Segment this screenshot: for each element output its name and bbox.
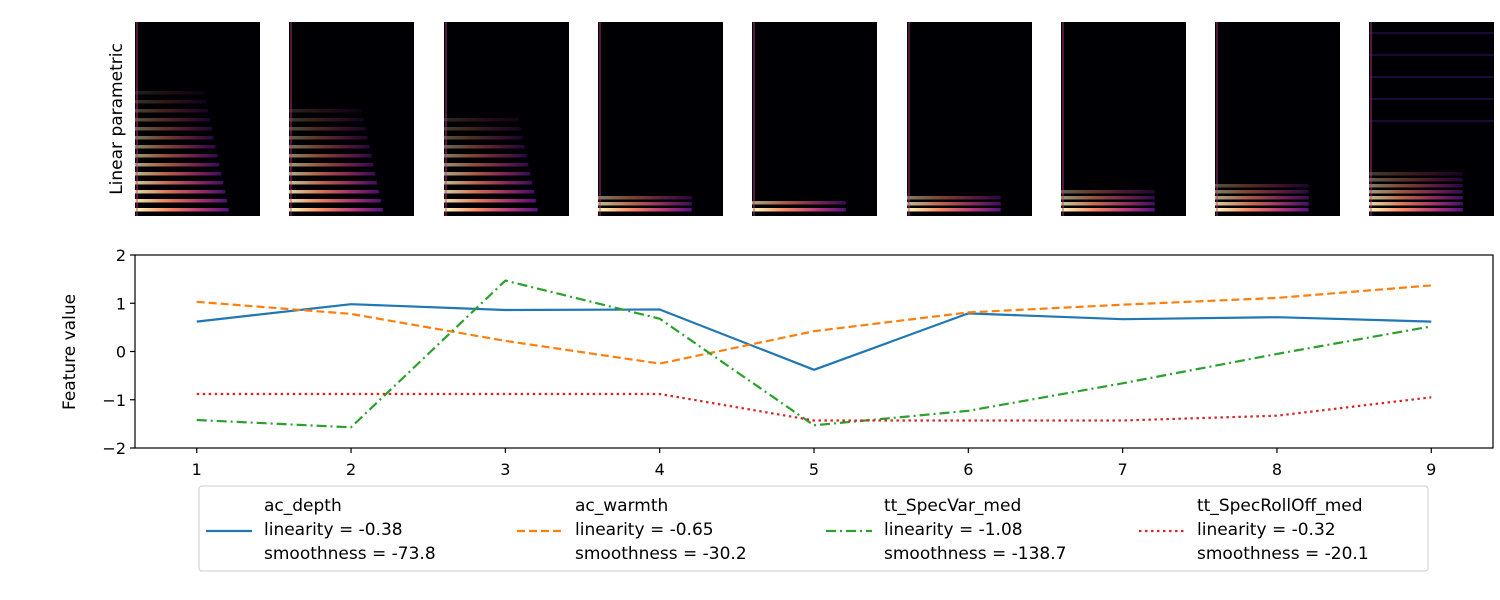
legend-linearity: linearity = -0.65 — [575, 520, 714, 540]
x-tick-label: 2 — [346, 460, 356, 479]
x-tick-label: 7 — [1118, 460, 1128, 479]
series-line-ac-warmth — [196, 284, 1432, 365]
legend-name: tt_SpecRollOff_med — [1197, 496, 1363, 516]
legend-entry: ac_depth linearity = -0.38 smoothness = -7… — [206, 496, 436, 564]
legend-entry: tt_SpecVar_med linearity = -1.08 smoothnes… — [826, 496, 1066, 564]
spectrogram-panel — [752, 22, 877, 216]
spectrogram-panel — [907, 22, 1032, 216]
y-tick-label: −2 — [102, 439, 126, 458]
x-tick-label: 5 — [809, 460, 819, 479]
legend-name: ac_warmth — [575, 496, 668, 516]
legend-smoothness: smoothness = -30.2 — [575, 544, 747, 564]
spectrogram-panel — [1369, 22, 1494, 216]
x-tick-label: 4 — [655, 460, 665, 479]
legend-frame — [198, 485, 1429, 572]
legend-linearity: linearity = -0.38 — [264, 520, 403, 540]
x-tick-label: 8 — [1272, 460, 1282, 479]
spectrogram-strip — [135, 22, 1494, 216]
x-axis: 1 2 3 4 5 6 7 8 9 — [192, 448, 1436, 479]
legend-smoothness: smoothness = -138.7 — [884, 544, 1066, 564]
legend-linearity: linearity = -0.32 — [1197, 520, 1336, 540]
y-tick-label: 0 — [116, 343, 126, 362]
y-axis: 2 1 0 −1 −2 — [102, 246, 135, 458]
y-axis-label: Feature value — [60, 294, 80, 410]
spectrogram-ylabel: Linear parametric — [107, 43, 127, 195]
x-tick-label: 3 — [500, 460, 510, 479]
legend-entry: tt_SpecRollOff_med linearity = -0.32 smoot… — [1139, 496, 1369, 564]
spectrogram-panel — [289, 22, 414, 216]
legend-name: ac_depth — [264, 496, 342, 516]
legend-smoothness: smoothness = -20.1 — [1197, 544, 1369, 564]
line-chart: 2 1 0 −1 −2 1 2 3 4 5 6 7 8 9 Feature value — [60, 246, 1494, 479]
legend-smoothness: smoothness = -73.8 — [264, 544, 436, 564]
series-lines — [196, 279, 1432, 429]
spectrogram-panel — [135, 22, 260, 216]
spectrogram-panel — [1215, 22, 1340, 216]
y-tick-label: 1 — [116, 294, 126, 313]
legend-linearity: linearity = -1.08 — [884, 520, 1023, 540]
y-tick-label: 2 — [116, 246, 126, 265]
x-tick-label: 1 — [192, 460, 202, 479]
series-line-ac-depth — [196, 303, 1432, 371]
legend-name: tt_SpecVar_med — [884, 496, 1021, 516]
x-tick-label: 9 — [1426, 460, 1436, 479]
legend: ac_depth linearity = -0.38 smoothness = -7… — [198, 485, 1429, 572]
spectrogram-panel — [444, 22, 569, 216]
legend-entry: ac_warmth linearity = -0.65 smoothness = -… — [517, 496, 747, 564]
y-tick-label: −1 — [102, 391, 126, 410]
spectrogram-panel — [598, 22, 723, 216]
x-tick-label: 6 — [963, 460, 973, 479]
spectrogram-panel — [1061, 22, 1186, 216]
series-line-tt-specrolloff-med — [196, 392, 1432, 422]
series-line-tt-specvar-med — [196, 279, 1432, 429]
